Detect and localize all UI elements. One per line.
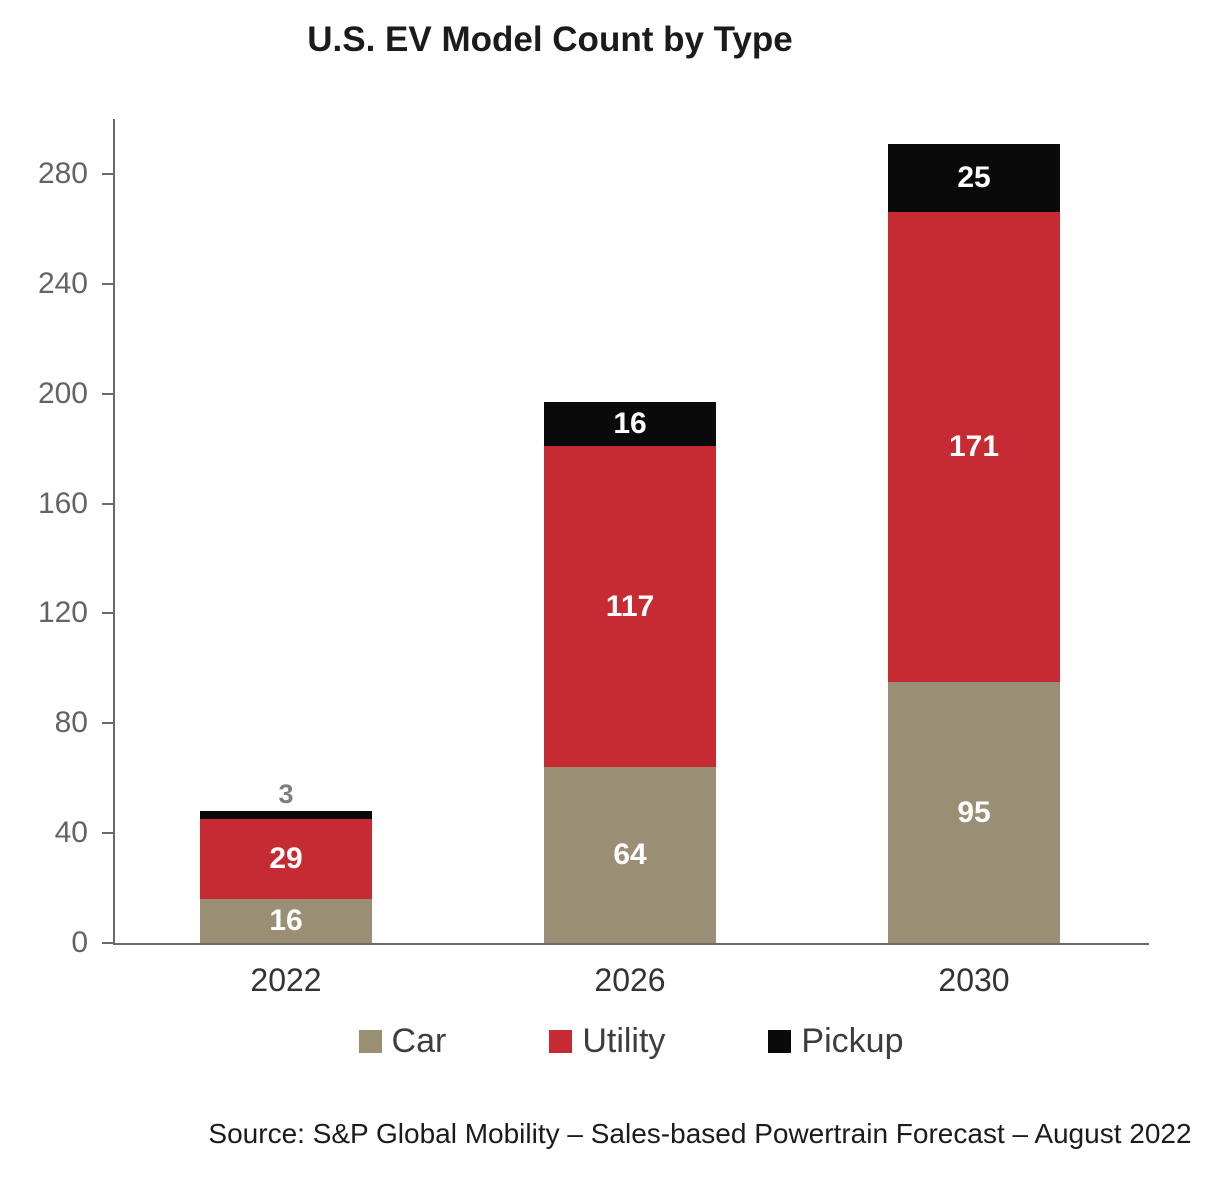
bar-segment-utility: 29 (200, 819, 372, 900)
bar-segment-pickup: 25 (888, 143, 1060, 213)
y-axis-tick (102, 392, 113, 395)
bar-value-label: 171 (948, 430, 1000, 464)
bar-segment-car: 95 (888, 682, 1060, 943)
y-axis-tick-label: 40 (54, 816, 88, 850)
bar-value-label: 29 (269, 842, 303, 876)
bar-value-label: 25 (957, 161, 991, 195)
x-axis-label: 2022 (250, 962, 322, 998)
bar-value-label-outside: 3 (278, 779, 294, 810)
y-axis-tick (102, 502, 113, 505)
y-axis-tick (102, 722, 113, 725)
y-axis-tick-label: 120 (37, 596, 88, 630)
legend-swatch-car (358, 1030, 382, 1053)
y-axis-tick-label: 80 (54, 706, 88, 740)
y-axis-tick-label: 160 (37, 486, 88, 520)
bar-value-label: 117 (605, 589, 655, 623)
legend-swatch-pickup (768, 1030, 792, 1053)
bar-segment-utility: 117 (544, 445, 716, 768)
y-axis-tick (102, 942, 113, 944)
bar-2022: 29 16 (200, 811, 372, 943)
bar-segment-utility: 171 (888, 212, 1060, 683)
bar-segment-car: 16 (200, 899, 372, 943)
legend-item-utility: Utility (549, 1022, 665, 1061)
legend-label-car: Car (391, 1022, 447, 1060)
legend-label-pickup: Pickup (801, 1022, 904, 1060)
x-axis-line (113, 943, 1149, 945)
bar-value-label: 16 (269, 904, 303, 937)
y-axis-tick-label: 0 (71, 926, 88, 959)
y-axis-line (113, 119, 115, 945)
bar-2030: 25 171 95 (888, 143, 1060, 943)
bar-segment-pickup (200, 811, 372, 820)
legend: Car Utility Pickup (113, 1022, 1149, 1061)
bar-value-label: 95 (957, 795, 991, 829)
x-axis-label: 2030 (938, 962, 1010, 998)
y-axis-tick (102, 612, 113, 615)
bar-2026: 16 117 64 (544, 401, 716, 943)
y-axis-tick (102, 172, 113, 175)
source-note: Source: S&P Global Mobility – Sales-base… (208, 1118, 1192, 1149)
y-axis-tick-label: 200 (37, 376, 88, 410)
y-axis-tick-label: 240 (37, 266, 88, 300)
x-axis-label: 2026 (594, 962, 666, 998)
bar-segment-car: 64 (544, 767, 716, 943)
legend-item-car: Car (358, 1022, 447, 1061)
y-axis-tick (102, 832, 113, 835)
y-axis-tick-label: 280 (37, 156, 88, 190)
bar-value-label: 16 (613, 406, 647, 440)
bar-segment-pickup: 16 (544, 401, 716, 446)
y-axis-tick (102, 282, 113, 285)
legend-swatch-utility (549, 1030, 573, 1053)
chart-title: U.S. EV Model Count by Type (307, 20, 793, 59)
legend-label-utility: Utility (582, 1022, 666, 1060)
bar-value-label: 64 (613, 838, 647, 872)
legend-item-pickup: Pickup (768, 1022, 903, 1061)
